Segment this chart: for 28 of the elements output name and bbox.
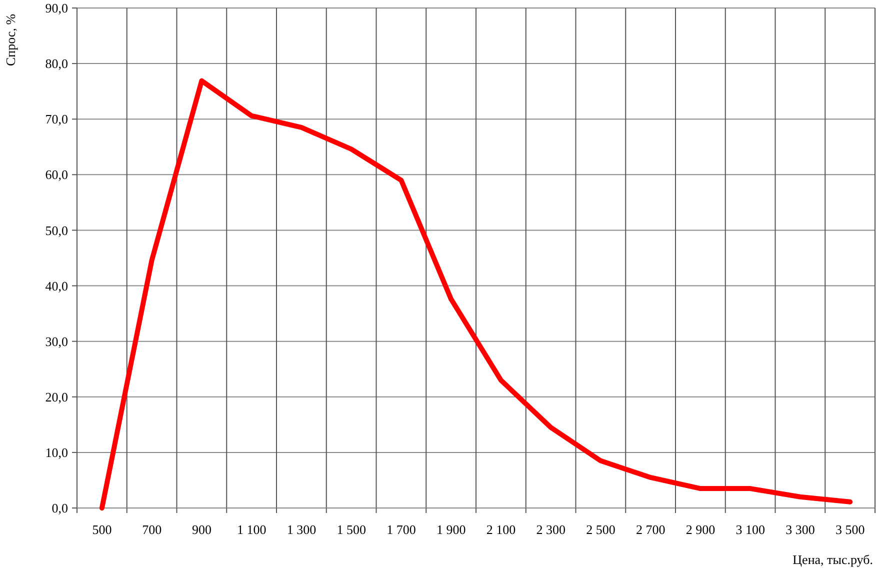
x-tick-label: 700 — [142, 522, 162, 537]
x-tick-label: 1 900 — [436, 522, 466, 537]
y-tick-label: 10,0 — [45, 444, 68, 460]
y-tick-label: 80,0 — [45, 56, 68, 72]
y-tick-label: 40,0 — [45, 278, 68, 294]
x-tick-label: 2 100 — [486, 522, 516, 537]
x-tick-label: 2 700 — [636, 522, 666, 537]
x-tick-label: 1 300 — [286, 522, 316, 537]
y-tick-label: 20,0 — [45, 389, 68, 404]
x-tick-label: 2 500 — [586, 522, 616, 537]
x-tick-label: 1 100 — [236, 522, 266, 537]
x-tick-label: 500 — [92, 522, 112, 537]
x-tick-label: 2 300 — [536, 522, 566, 537]
y-tick-label: 90,0 — [45, 0, 68, 16]
x-tick-label: 3 500 — [835, 522, 865, 537]
x-tick-label: 1 700 — [386, 522, 416, 537]
x-axis-title: Цена, тыс.руб. — [792, 552, 873, 567]
x-tick-label: 1 500 — [336, 522, 366, 537]
y-axis-title: Спрос, % — [3, 14, 18, 66]
y-tick-label: 50,0 — [45, 222, 68, 238]
x-tick-label: 2 900 — [686, 522, 716, 537]
x-tick-label: 3 100 — [736, 522, 765, 537]
y-tick-label: 0,0 — [52, 500, 68, 516]
y-tick-label: 60,0 — [45, 167, 68, 182]
x-tick-label: 3 300 — [786, 522, 815, 537]
y-tick-label: 30,0 — [45, 334, 68, 349]
x-tick-label: 900 — [192, 522, 212, 537]
y-tick-label: 70,0 — [45, 112, 68, 127]
